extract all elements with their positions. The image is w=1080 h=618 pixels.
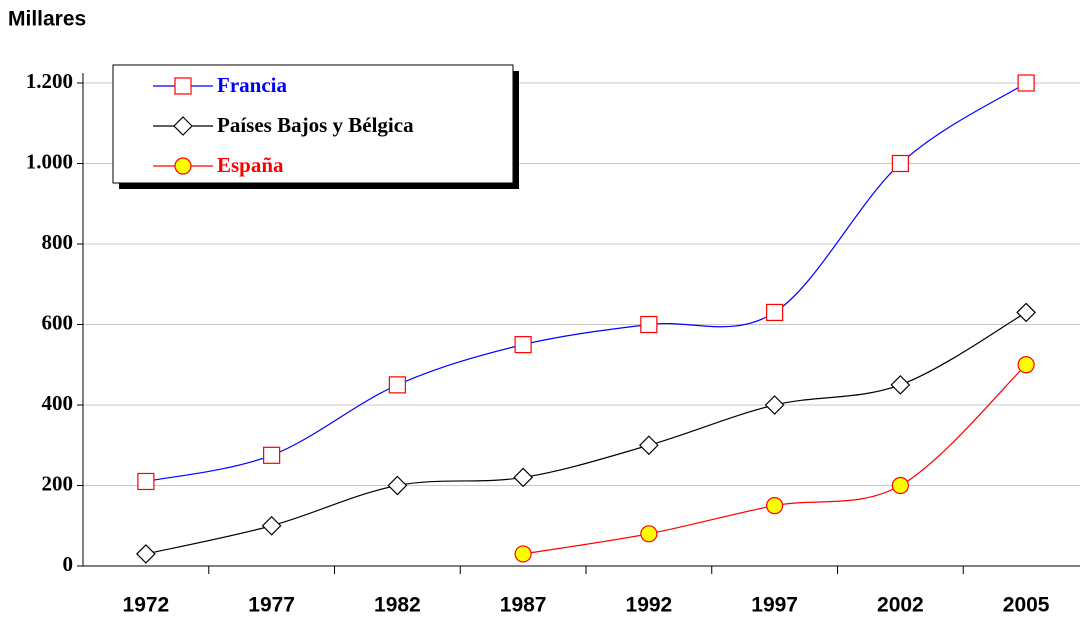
x-tick-label: 2002	[877, 594, 924, 617]
data-marker	[891, 476, 909, 495]
x-tick-label: 1987	[500, 594, 547, 617]
data-marker	[891, 154, 909, 173]
data-marker	[263, 446, 281, 464]
y-tick-label: 0	[63, 552, 74, 576]
data-marker	[1017, 74, 1035, 92]
legend-label: Países Bajos y Bélgica	[217, 113, 414, 137]
data-marker	[764, 395, 785, 415]
data-marker	[137, 472, 155, 491]
x-tick-label: 1982	[374, 594, 421, 617]
data-marker	[514, 545, 532, 563]
series-line	[145, 311, 1027, 555]
data-marker	[136, 544, 156, 564]
data-marker	[387, 475, 408, 496]
data-marker	[514, 336, 532, 354]
y-tick-label: 800	[42, 230, 74, 254]
x-tick-label: 1977	[248, 594, 295, 617]
legend-label: Francia	[217, 73, 287, 97]
legend-marker	[174, 157, 192, 175]
data-marker	[388, 376, 406, 394]
data-marker	[766, 303, 784, 322]
data-marker	[513, 467, 533, 488]
data-marker	[640, 315, 658, 334]
x-tick-label: 1972	[123, 594, 170, 617]
y-tick-label: 600	[42, 310, 74, 334]
data-marker	[766, 497, 784, 515]
y-tick-label: 200	[42, 471, 74, 495]
x-tick-label: 2005	[1003, 594, 1050, 617]
data-marker	[890, 375, 911, 395]
data-marker	[640, 525, 658, 543]
legend-marker	[173, 116, 193, 136]
legend-label: España	[217, 153, 284, 177]
legend-marker	[174, 77, 192, 95]
data-marker	[1016, 302, 1036, 323]
series-line	[145, 82, 1027, 483]
data-marker	[1017, 356, 1035, 374]
y-tick-label: 400	[42, 391, 74, 415]
data-marker	[261, 515, 282, 536]
x-tick-label: 1992	[626, 594, 673, 617]
x-tick-label: 1997	[751, 594, 798, 617]
data-marker	[639, 435, 659, 456]
y-axis-label: Millares	[8, 8, 86, 31]
y-tick-label: 1.200	[26, 69, 73, 93]
y-tick-label: 1.000	[26, 149, 73, 173]
